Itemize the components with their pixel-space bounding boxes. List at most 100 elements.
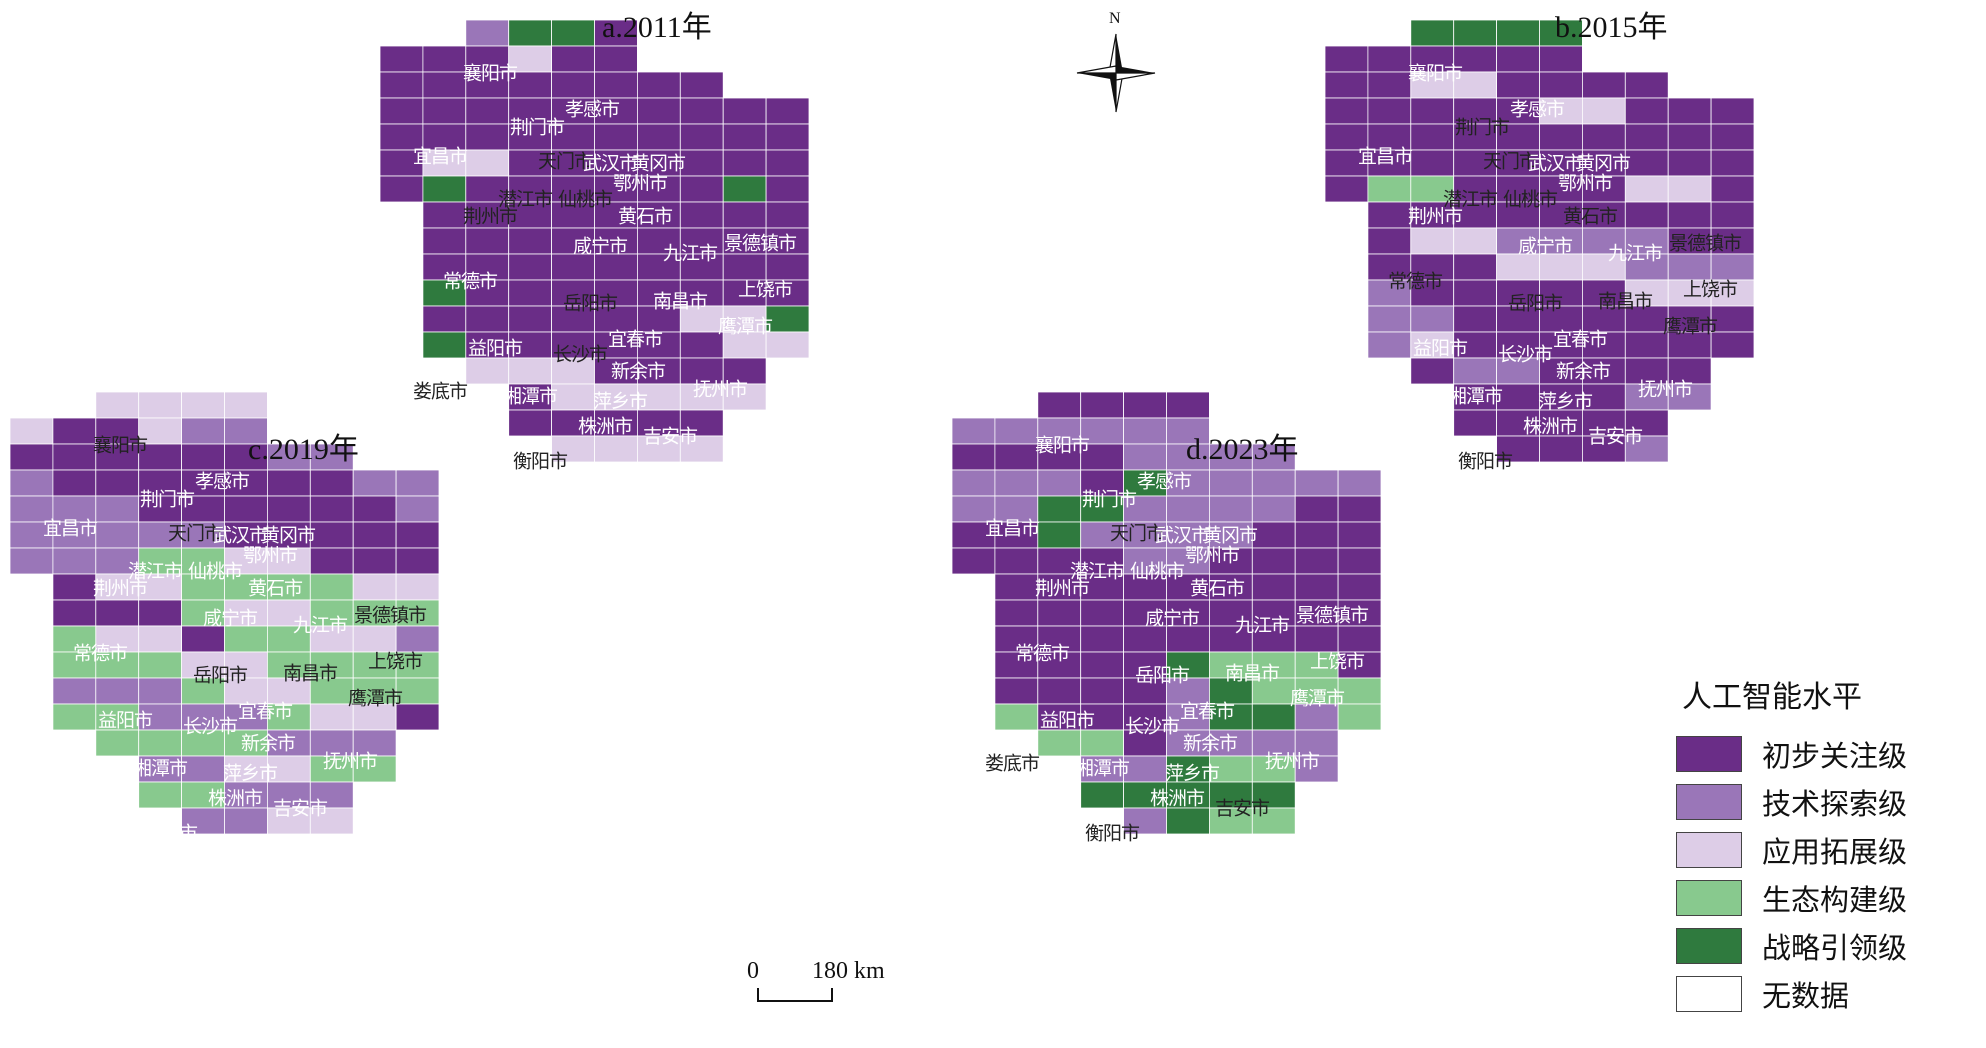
region-cell <box>722 357 767 385</box>
region-cell <box>1123 781 1167 809</box>
region-cell <box>138 521 182 549</box>
region-cell <box>551 19 595 47</box>
region-cell <box>95 729 140 757</box>
legend-item-app: 应用拓展级 <box>1676 826 1976 874</box>
region-cell <box>1539 45 1583 73</box>
legend-swatch-init <box>1676 736 1742 772</box>
region-cell <box>1453 227 1497 255</box>
region-cell <box>594 97 638 125</box>
region-cell <box>181 755 225 783</box>
region-cell <box>1539 123 1583 151</box>
region-cell <box>951 547 996 575</box>
region-cell <box>395 495 440 523</box>
region-cell <box>1582 357 1626 385</box>
legend-item-strategic: 战略引领级 <box>1676 922 1976 970</box>
region-cell <box>1209 677 1253 705</box>
region-cell <box>679 409 724 437</box>
region-cell <box>352 495 397 523</box>
region-cell <box>422 331 467 359</box>
region-cell <box>1337 703 1382 731</box>
region-cell <box>465 71 510 99</box>
region-cell <box>224 599 268 627</box>
region-cell <box>1123 521 1167 549</box>
region-cell <box>551 383 595 411</box>
region-cell <box>1209 703 1253 731</box>
region-cell <box>1123 495 1167 523</box>
region-cell <box>1710 253 1755 281</box>
region-cell <box>508 227 553 255</box>
region-cell <box>1539 435 1583 463</box>
region-cell <box>551 71 595 99</box>
region-cell <box>1582 305 1626 333</box>
region-cell <box>1037 703 1082 731</box>
region-cell <box>1251 521 1296 549</box>
region-cell <box>1209 599 1253 627</box>
region-cell <box>181 495 225 523</box>
region-cell <box>52 521 97 549</box>
region-cell <box>138 573 182 601</box>
region-cell <box>508 279 553 307</box>
region-cell <box>1410 97 1455 125</box>
region-cell <box>1624 279 1669 307</box>
region-cell <box>679 201 724 229</box>
scale-start-label: 0 <box>747 958 759 984</box>
region-cell <box>224 469 268 497</box>
region-cell <box>181 521 225 549</box>
region-cell <box>1496 253 1540 281</box>
region-cell <box>722 305 767 333</box>
region-cell <box>95 651 140 679</box>
region-cell <box>637 409 681 437</box>
region-cell <box>1624 227 1669 255</box>
region-cell <box>1080 443 1124 471</box>
region-cell <box>594 201 638 229</box>
region-cell <box>1037 417 1082 445</box>
region-cell <box>994 703 1039 731</box>
region-cell <box>422 305 467 333</box>
region-cell <box>508 175 553 203</box>
region-cell <box>1123 703 1167 731</box>
region-cell <box>951 417 996 445</box>
region-cell <box>1496 71 1540 99</box>
region-cell <box>679 227 724 255</box>
region-cell <box>1080 495 1124 523</box>
region-cell <box>1037 599 1082 627</box>
region-cell <box>1123 469 1167 497</box>
legend-label-strategic: 战略引领级 <box>1762 931 1908 965</box>
region-cell <box>1251 703 1296 731</box>
region-cell <box>1710 123 1755 151</box>
region-cell <box>1453 175 1497 203</box>
region-cell <box>1582 201 1626 229</box>
region-cell <box>1667 201 1712 229</box>
region-cell <box>1037 521 1082 549</box>
region-cell <box>1166 417 1210 445</box>
region-cell <box>1710 97 1755 125</box>
region-cell <box>181 469 225 497</box>
region-cell <box>1294 469 1339 497</box>
region-cell <box>1123 729 1167 757</box>
region-cell <box>181 417 225 445</box>
region-cell <box>224 417 268 445</box>
region-cell <box>1037 391 1082 419</box>
region-cell <box>637 279 681 307</box>
region-cell <box>1251 495 1296 523</box>
region-cell <box>422 279 467 307</box>
region-cell <box>637 71 681 99</box>
region-cell <box>508 97 553 125</box>
region-cell <box>138 729 182 757</box>
region-cell <box>1453 279 1497 307</box>
region-cell <box>1166 573 1210 601</box>
region-cell <box>224 391 268 419</box>
region-cell <box>138 703 182 731</box>
region-cell <box>266 677 311 705</box>
legend-label-app: 应用拓展级 <box>1762 835 1908 869</box>
region-cell <box>138 495 182 523</box>
region-cell <box>352 469 397 497</box>
region-cell <box>181 625 225 653</box>
region-cell <box>722 279 767 307</box>
legend-label-tech: 技术探索级 <box>1762 787 1908 821</box>
region-cell <box>594 279 638 307</box>
region-cell <box>1667 357 1712 385</box>
region-cell <box>951 443 996 471</box>
region-cell <box>52 677 97 705</box>
region-cell <box>266 781 311 809</box>
